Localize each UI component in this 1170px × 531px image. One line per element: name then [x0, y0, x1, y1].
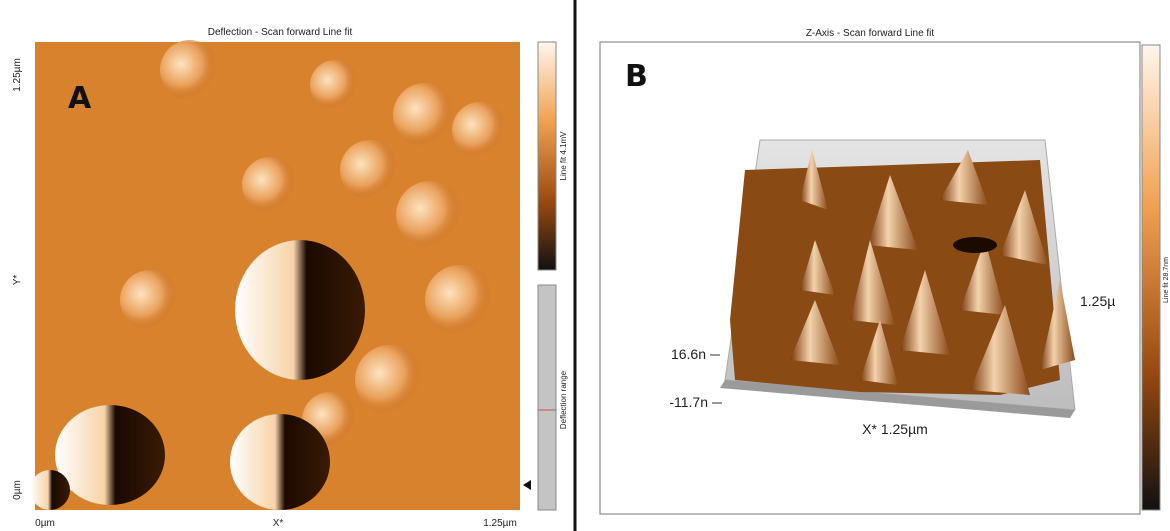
y-axis-bottom: 0µm — [12, 480, 23, 500]
z-tick-label: -11.7n — [669, 394, 708, 410]
screenshot: Deflection - Scan forward Line fit A 1.2… — [0, 0, 1170, 531]
panel-b: Z-Axis - Scan forward Line fit B 16.6n -… — [600, 28, 1170, 514]
panel-a: Deflection - Scan forward Line fit A 1.2… — [12, 27, 568, 529]
panel-label: B — [625, 59, 648, 94]
panel-b-title: Z-Axis - Scan forward Line fit — [806, 28, 935, 39]
y-axis-label: Y* — [12, 275, 23, 286]
panel-a-title: Deflection - Scan forward Line fit — [208, 27, 353, 38]
colorbar — [538, 42, 556, 270]
x-axis-left: 0µm — [35, 518, 55, 529]
colorbar — [1142, 45, 1160, 510]
y-axis-top: 1.25µm — [12, 58, 23, 92]
colorbar-label: Line fit 4.1mV — [559, 131, 568, 181]
range-label: Deflection range — [559, 370, 568, 429]
x-axis-label: X* 1.25µm — [862, 421, 928, 437]
panel-label: A — [68, 81, 92, 116]
range-bar — [538, 285, 556, 510]
z-tick-label: 16.6n — [671, 346, 706, 362]
range-pointer — [523, 480, 531, 490]
y-axis-label: 1.25µ — [1080, 293, 1115, 309]
x-axis-label: X* — [273, 518, 284, 529]
x-axis-right: 1.25µm — [483, 518, 517, 529]
colorbar-label: Line fit 28.7nm — [1163, 257, 1170, 303]
